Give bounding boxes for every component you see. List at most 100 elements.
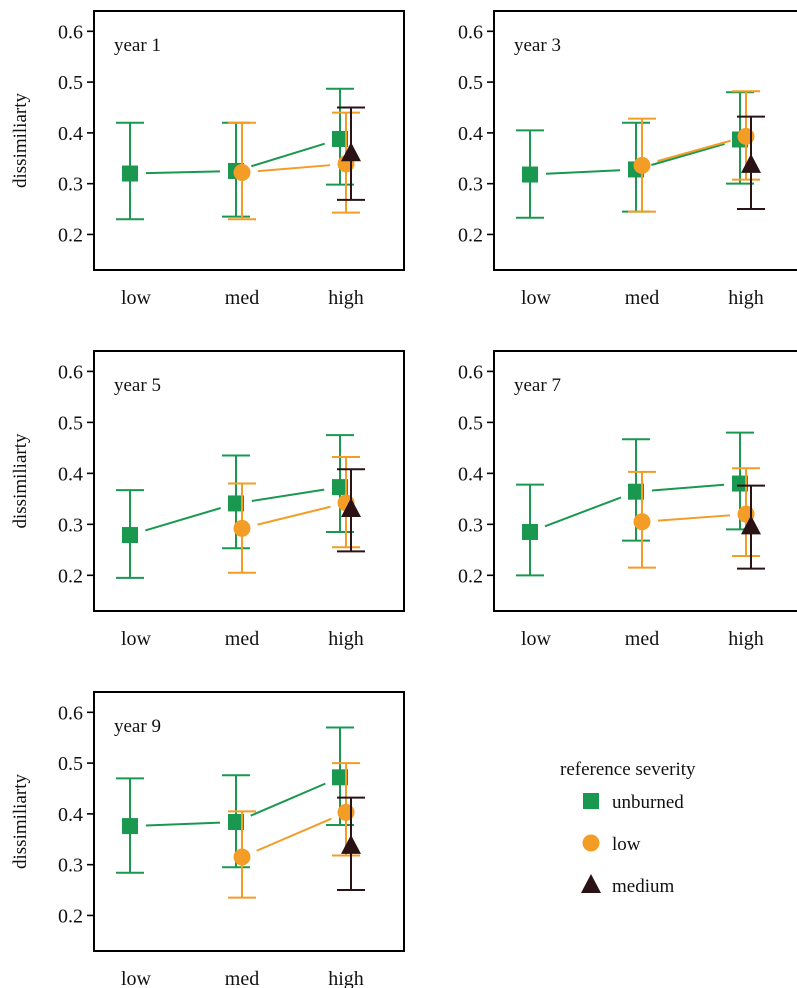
point-medium-high <box>741 515 761 535</box>
y-axis-label: dissimiliarty <box>10 433 31 529</box>
y-tick-label: 0.6 <box>58 702 83 724</box>
y-tick-label: 0.2 <box>458 224 483 246</box>
point-medium-high <box>341 834 361 854</box>
y-tick-label: 0.2 <box>58 224 83 246</box>
point-low-med <box>233 163 251 181</box>
point-unburned-high <box>332 130 348 147</box>
series-line-unburned <box>545 169 621 175</box>
y-tick-label: 0.6 <box>458 21 483 43</box>
series-line-unburned <box>544 496 622 528</box>
y-tick-label: 0.5 <box>458 72 483 94</box>
panel-year-7: 0.2 0.3 0.4 0.5 0.6 low med high year 7 <box>458 350 797 650</box>
y-tick-label: 0.5 <box>458 412 483 434</box>
series-line-unburned <box>250 142 326 168</box>
y-tick-label: 0.2 <box>58 565 83 587</box>
point-medium-high <box>741 153 761 173</box>
point-medium-high <box>341 498 361 518</box>
point-unburned-med <box>228 495 244 512</box>
series-line-unburned <box>145 170 221 175</box>
point-unburned-high <box>332 769 348 786</box>
point-low-med <box>633 156 651 174</box>
x-tick-label: high <box>328 628 364 650</box>
y-tick-label: 0.5 <box>58 72 83 94</box>
panel-frame <box>93 10 405 271</box>
point-unburned-high <box>332 479 348 496</box>
point-unburned-high <box>732 475 748 492</box>
plot-area <box>116 87 365 221</box>
legend-marker-medium <box>581 874 601 893</box>
panels: 0.2 0.3 0.4 0.5 0.6 low med high dissimiliarty ye… <box>10 10 797 988</box>
y-tick-label: 0.4 <box>458 463 483 485</box>
point-unburned-low <box>122 818 138 835</box>
panel-title: year 3 <box>514 35 561 56</box>
panel-year-9: 0.2 0.3 0.4 0.5 0.6 low med high dissimiliarty ye… <box>10 691 405 988</box>
y-tick-label: 0.3 <box>58 514 83 536</box>
x-tick-label: med <box>225 287 259 309</box>
legend: reference severity unburned low medium <box>560 759 696 897</box>
series-line-low <box>256 817 332 852</box>
series-line-unburned <box>250 782 326 817</box>
plot-area <box>516 90 765 219</box>
y-tick-label: 0.6 <box>58 361 83 383</box>
point-low-med <box>233 848 251 866</box>
y-tick-label: 0.4 <box>58 804 83 826</box>
panel-title: year 1 <box>114 35 161 56</box>
series-line-unburned <box>251 488 325 502</box>
point-unburned-low <box>522 166 538 183</box>
x-tick-label: med <box>625 628 659 650</box>
point-unburned-low <box>122 165 138 182</box>
legend-label-low: low <box>612 834 641 855</box>
series-line-unburned <box>145 507 221 532</box>
panel-year-5: 0.2 0.3 0.4 0.5 0.6 low med high dissimiliarty ye… <box>10 350 405 650</box>
x-tick-label: high <box>328 968 364 988</box>
point-unburned-low <box>122 527 138 544</box>
series-line-unburned <box>651 483 725 492</box>
panel-frame <box>93 350 405 612</box>
y-tick-label: 0.4 <box>458 123 483 145</box>
panel-title: year 9 <box>114 716 161 737</box>
plot-area <box>116 726 365 899</box>
x-tick-label: high <box>328 287 364 309</box>
y-tick-label: 0.2 <box>58 905 83 927</box>
series-line-low <box>657 139 731 163</box>
x-tick-label: low <box>121 628 152 650</box>
legend-label-unburned: unburned <box>612 792 684 813</box>
x-tick-label: med <box>625 287 659 309</box>
y-tick-label: 0.4 <box>58 123 83 145</box>
point-unburned-low <box>522 523 538 540</box>
series-line-low <box>257 505 331 526</box>
y-axis-label: dissimiliarty <box>10 93 31 189</box>
legend-label-medium: medium <box>612 876 674 897</box>
series-line-unburned <box>651 142 725 166</box>
y-tick-label: 0.5 <box>58 412 83 434</box>
point-low-med <box>233 519 251 537</box>
series-line-unburned <box>145 821 221 827</box>
panel-year-3: 0.2 0.3 0.4 0.5 0.6 low med high year 3 <box>458 10 797 309</box>
series-line-low <box>257 164 331 173</box>
x-tick-label: low <box>121 287 152 309</box>
y-tick-label: 0.3 <box>58 855 83 877</box>
y-axis-label: dissimiliarty <box>10 774 31 870</box>
panel-year-1: 0.2 0.3 0.4 0.5 0.6 low med high dissimiliarty ye… <box>10 10 405 309</box>
y-tick-label: 0.6 <box>458 361 483 383</box>
point-unburned-med <box>228 814 244 831</box>
y-tick-label: 0.5 <box>58 753 83 775</box>
series-line-low <box>657 514 731 522</box>
y-tick-label: 0.2 <box>458 565 483 587</box>
y-tick-label: 0.6 <box>58 21 83 43</box>
plot-area <box>116 434 365 579</box>
x-tick-label: low <box>521 628 552 650</box>
legend-marker-unburned <box>583 793 599 809</box>
y-tick-label: 0.4 <box>58 463 83 485</box>
x-tick-label: high <box>728 628 764 650</box>
plot-area <box>516 431 765 577</box>
point-unburned-med <box>628 483 644 500</box>
legend-marker-low <box>582 834 600 852</box>
point-low-med <box>633 513 651 531</box>
x-tick-label: low <box>121 968 152 988</box>
x-tick-label: low <box>521 287 552 309</box>
y-tick-label: 0.3 <box>458 514 483 536</box>
panel-title: year 7 <box>514 375 561 396</box>
panel-frame <box>93 691 405 952</box>
